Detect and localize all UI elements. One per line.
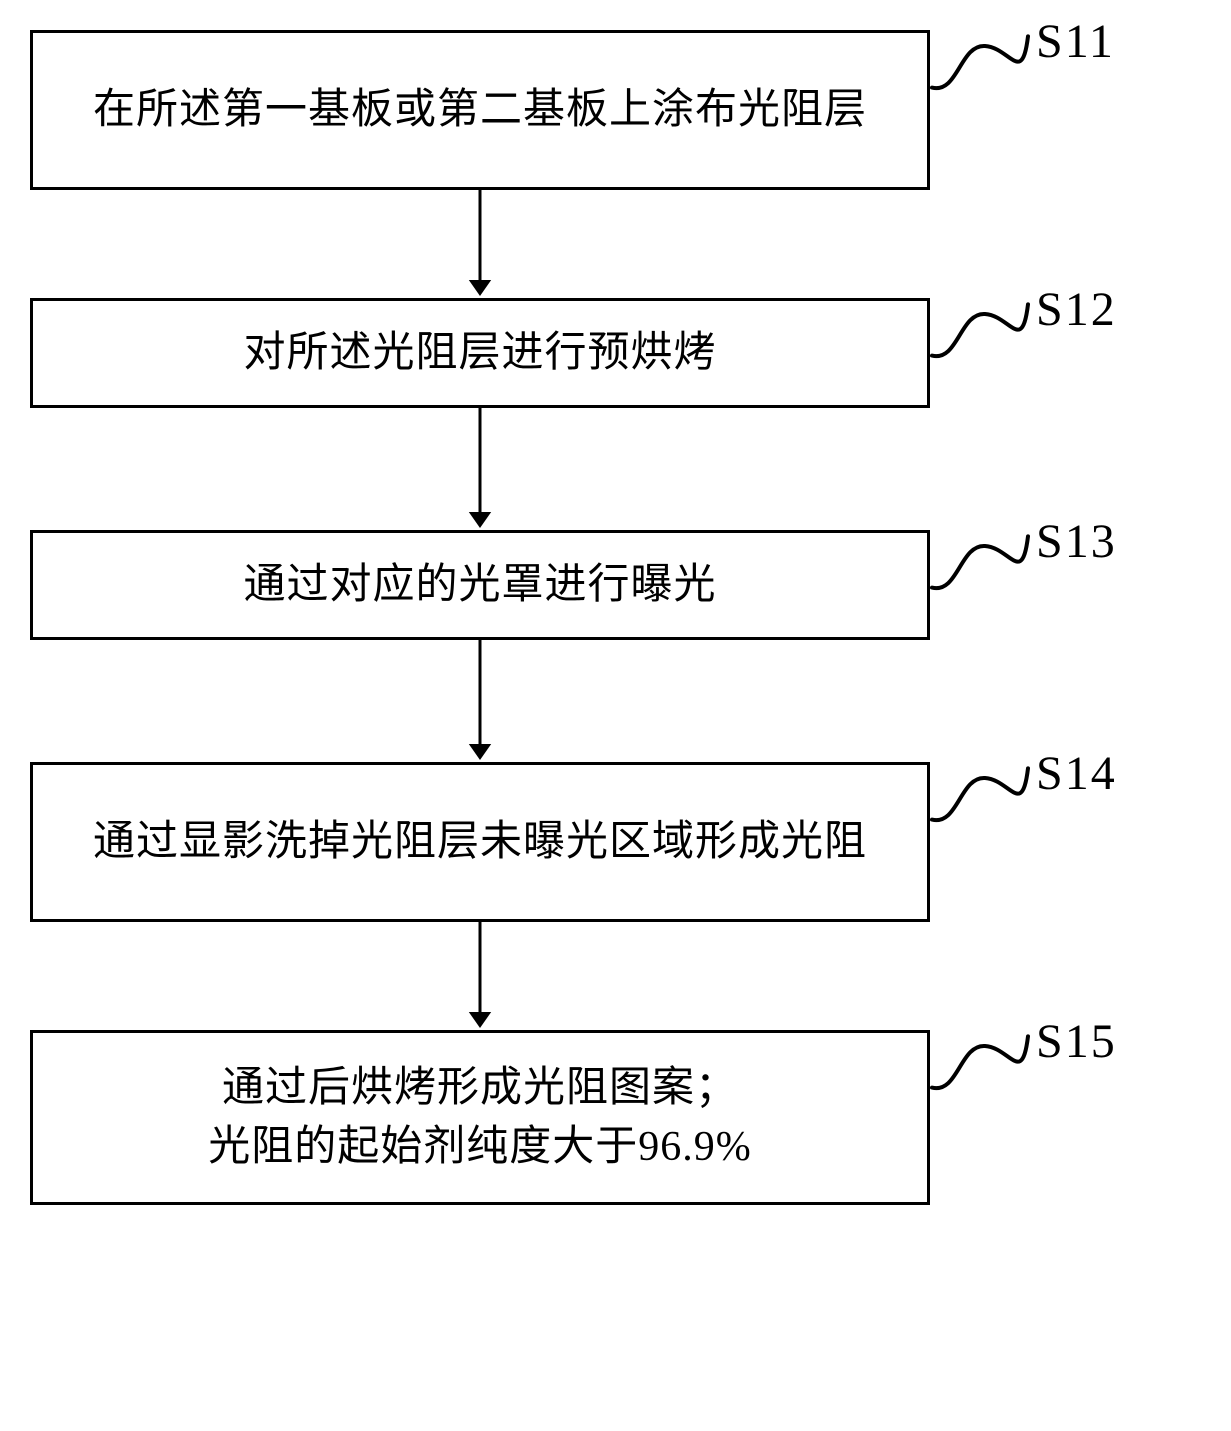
- flow-arrow: [30, 190, 930, 298]
- flow-box: 通过对应的光罩进行曝光: [30, 530, 930, 640]
- flow-arrow: [30, 408, 930, 530]
- flow-box: 通过后烘烤形成光阻图案；光阻的起始剂纯度大于96.9%: [30, 1030, 930, 1205]
- flow-box: 对所述光阻层进行预烘烤: [30, 298, 930, 408]
- flow-step-S12: 对所述光阻层进行预烘烤 S12: [30, 298, 1190, 408]
- flow-step-S11: 在所述第一基板或第二基板上涂布光阻层 S11: [30, 30, 1190, 190]
- flow-step-label: S14: [1036, 746, 1117, 801]
- flow-box-text: 通过后烘烤形成光阻图案；光阻的起始剂纯度大于96.9%: [208, 1059, 752, 1177]
- flow-box: 通过显影洗掉光阻层未曝光区域形成光阻: [30, 762, 930, 922]
- flow-box-text: 在所述第一基板或第二基板上涂布光阻层: [93, 81, 867, 140]
- flow-label-wrap: S12: [930, 298, 1117, 408]
- flow-box: 在所述第一基板或第二基板上涂布光阻层: [30, 30, 930, 190]
- flow-step-label: S13: [1036, 514, 1117, 569]
- flow-step-S14: 通过显影洗掉光阻层未曝光区域形成光阻 S14: [30, 762, 1190, 922]
- flow-box-text: 通过对应的光罩进行曝光: [243, 556, 716, 615]
- flow-step-S15: 通过后烘烤形成光阻图案；光阻的起始剂纯度大于96.9% S15: [30, 1030, 1190, 1205]
- flow-label-wrap: S13: [930, 530, 1117, 640]
- flow-step-label: S15: [1036, 1014, 1117, 1069]
- flow-label-wrap: S11: [930, 30, 1115, 190]
- flow-step-label: S11: [1036, 14, 1115, 69]
- flow-label-wrap: S14: [930, 762, 1117, 922]
- flow-box-text: 通过显影洗掉光阻层未曝光区域形成光阻: [93, 813, 867, 872]
- flow-step-label: S12: [1036, 282, 1117, 337]
- flow-box-text: 对所述光阻层进行预烘烤: [243, 324, 716, 383]
- flow-label-wrap: S15: [930, 1030, 1117, 1205]
- flow-arrow: [30, 922, 930, 1030]
- flow-step-S13: 通过对应的光罩进行曝光 S13: [30, 530, 1190, 640]
- flow-arrow: [30, 640, 930, 762]
- flowchart-container: 在所述第一基板或第二基板上涂布光阻层 S11 对所述光阻层进行预烘烤 S12 通…: [30, 30, 1190, 1205]
